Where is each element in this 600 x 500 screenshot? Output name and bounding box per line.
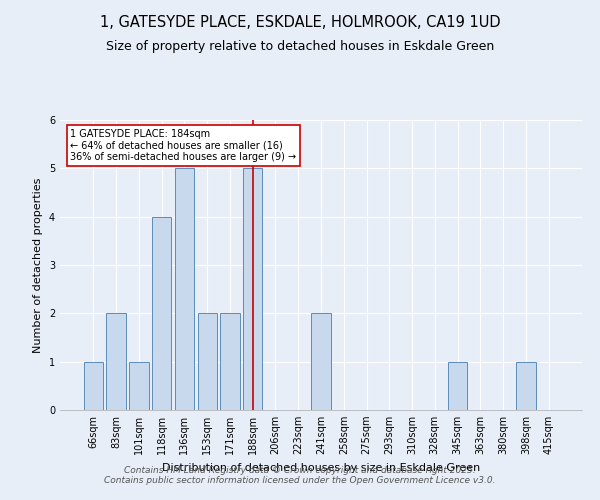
Text: 1, GATESYDE PLACE, ESKDALE, HOLMROOK, CA19 1UD: 1, GATESYDE PLACE, ESKDALE, HOLMROOK, CA…: [100, 15, 500, 30]
Y-axis label: Number of detached properties: Number of detached properties: [34, 178, 43, 352]
X-axis label: Distribution of detached houses by size in Eskdale Green: Distribution of detached houses by size …: [162, 462, 480, 472]
Bar: [243, 168, 262, 410]
Bar: [84, 362, 103, 410]
Bar: [516, 362, 536, 410]
Bar: [220, 314, 239, 410]
Bar: [197, 314, 217, 410]
Bar: [311, 314, 331, 410]
Text: Size of property relative to detached houses in Eskdale Green: Size of property relative to detached ho…: [106, 40, 494, 53]
Bar: [175, 168, 194, 410]
Bar: [129, 362, 149, 410]
Text: 1 GATESYDE PLACE: 184sqm
← 64% of detached houses are smaller (16)
36% of semi-d: 1 GATESYDE PLACE: 184sqm ← 64% of detach…: [70, 128, 296, 162]
Bar: [152, 216, 172, 410]
Bar: [448, 362, 467, 410]
Text: Contains HM Land Registry data © Crown copyright and database right 2025.
Contai: Contains HM Land Registry data © Crown c…: [104, 466, 496, 485]
Bar: [106, 314, 126, 410]
